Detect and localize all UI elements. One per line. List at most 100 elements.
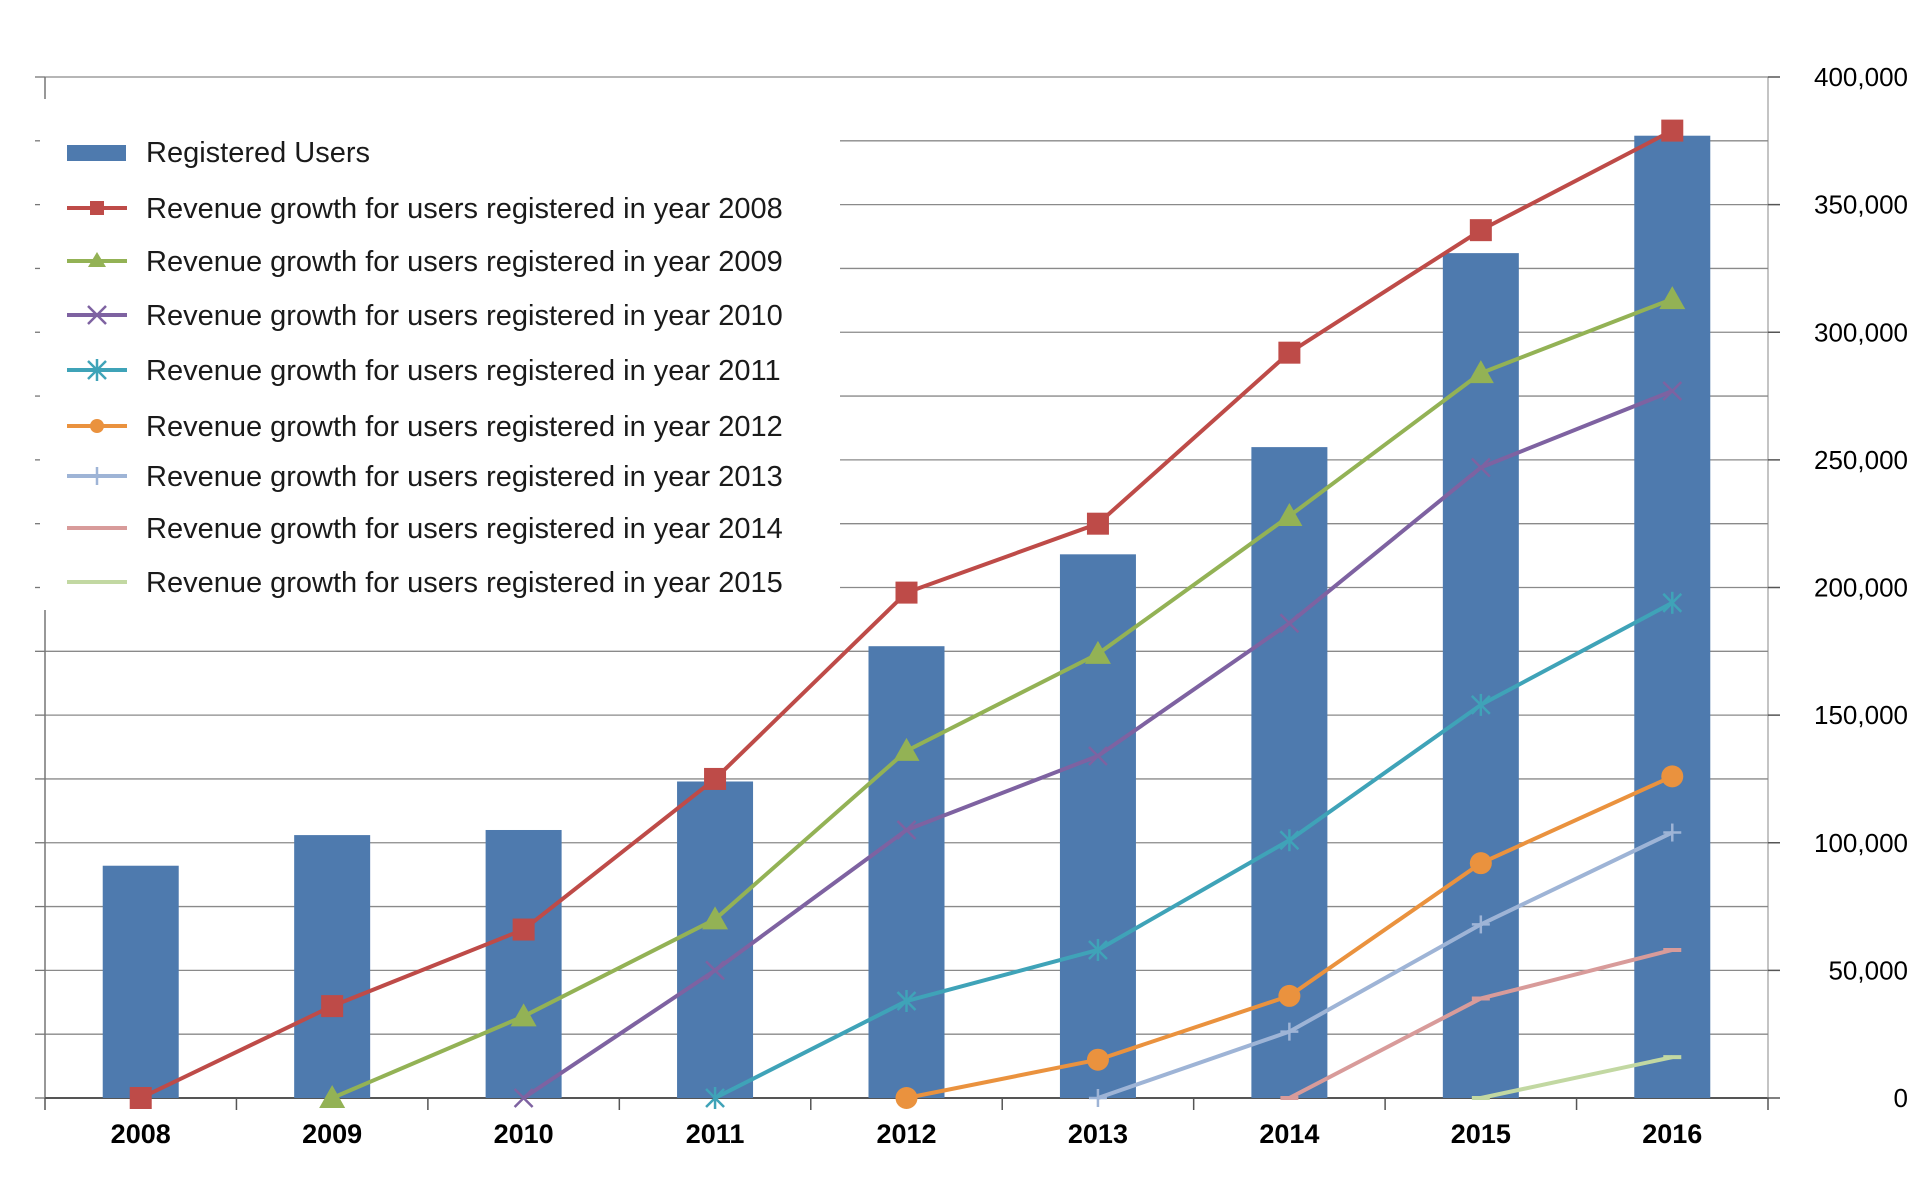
point-3-2011 xyxy=(705,1087,725,1109)
legend-label: Revenue growth for users registered in y… xyxy=(146,411,783,443)
legend-swatch-marker xyxy=(87,359,107,381)
point-3-2016 xyxy=(1662,591,1683,614)
bar-registered-users-2010 xyxy=(485,829,562,1098)
point-5-2015 xyxy=(1471,915,1490,934)
point-0-2016 xyxy=(1661,119,1684,142)
series-line-3 xyxy=(714,601,1674,1100)
point-2-2015 xyxy=(1470,457,1491,478)
point-1-2012 xyxy=(893,737,920,761)
bar-registered-users-2012 xyxy=(868,646,945,1098)
point-1-2013 xyxy=(1084,640,1111,664)
x-tick-label: 2011 xyxy=(686,1119,745,1149)
y-tick-label: 100,000 xyxy=(1814,828,1908,858)
point-2-2012 xyxy=(896,820,917,840)
x-tick-label: 2014 xyxy=(1259,1119,1319,1149)
point-3-2015 xyxy=(1470,693,1491,716)
point-5-2014 xyxy=(1280,1022,1299,1041)
point-2-2010-b xyxy=(513,1088,534,1108)
point-2-2010 xyxy=(513,1088,534,1108)
point-5-2016 xyxy=(1663,823,1682,842)
series-5 xyxy=(1088,823,1682,1107)
point-1-2015 xyxy=(1467,360,1494,384)
legend-swatch-marker xyxy=(90,419,104,433)
x-tick-label: 2008 xyxy=(111,1119,171,1149)
series-7 xyxy=(1471,1055,1682,1100)
point-3-2013 xyxy=(1088,938,1108,961)
y-tick-label: 350,000 xyxy=(1814,190,1908,220)
legend-background xyxy=(40,99,840,610)
legend-item-2: Revenue growth for users registered in y… xyxy=(67,246,783,278)
point-2-2014 xyxy=(1279,613,1300,634)
legend-item-1: Revenue growth for users registered in y… xyxy=(67,193,783,225)
y-tick-label: 200,000 xyxy=(1814,573,1908,603)
point-2-2015-b xyxy=(1470,457,1491,478)
legend-label: Revenue growth for users registered in y… xyxy=(146,513,783,545)
point-2-2013 xyxy=(1088,746,1108,766)
point-0-2013 xyxy=(1086,512,1109,535)
bar-registered-users-2009 xyxy=(294,835,371,1098)
x-tick-label: 2015 xyxy=(1451,1119,1511,1149)
legend-label: Revenue growth for users registered in y… xyxy=(146,300,783,332)
x-tick-label: 2009 xyxy=(302,1119,362,1149)
series-2 xyxy=(513,381,1683,1108)
point-2-2012-b xyxy=(896,820,917,840)
bar-registered-users-2008 xyxy=(102,865,179,1098)
legend-swatch-marker xyxy=(90,201,104,215)
series-6 xyxy=(1280,947,1682,1100)
series-line-5 xyxy=(1097,830,1674,1100)
x-tick-label: 2016 xyxy=(1642,1119,1702,1149)
point-1-2009 xyxy=(319,1085,346,1108)
legend-item-4: Revenue growth for users registered in y… xyxy=(67,355,781,387)
point-4-2013 xyxy=(1086,1048,1109,1071)
point-0-2010 xyxy=(512,918,535,941)
y-tick-label: 250,000 xyxy=(1814,445,1908,475)
y-tick-label: 400,000 xyxy=(1814,62,1908,92)
series-line-7 xyxy=(1480,1055,1673,1100)
y-tick-label: 150,000 xyxy=(1814,700,1908,730)
legend-item-6: Revenue growth for users registered in y… xyxy=(67,461,783,493)
x-tick-label: 2012 xyxy=(876,1119,936,1149)
point-1-2016 xyxy=(1659,286,1686,310)
legend-label: Revenue growth for users registered in y… xyxy=(146,355,781,387)
legend-item-5: Revenue growth for users registered in y… xyxy=(67,411,783,443)
tick-labels: 0 50,000 100,000 150,000 200,000 250,000 300,0… xyxy=(111,62,1908,1149)
legend-swatch xyxy=(67,145,126,161)
y-tick-label: 0 xyxy=(1894,1083,1908,1113)
legend: Registered Users Revenue growth for users… xyxy=(40,99,840,610)
legend-label: Revenue growth for users registered in y… xyxy=(146,567,783,599)
point-0-2014 xyxy=(1278,341,1301,364)
series-lines xyxy=(129,119,1686,1109)
series-4 xyxy=(895,765,1684,1109)
series-3 xyxy=(705,591,1683,1109)
legend-label: Revenue growth for users registered in y… xyxy=(146,461,783,493)
point-0-2015 xyxy=(1469,219,1492,242)
legend-label: Revenue growth for users registered in y… xyxy=(146,246,783,278)
point-0-2009 xyxy=(321,995,344,1018)
legend-swatch-marker xyxy=(88,252,106,267)
point-3-2012 xyxy=(896,990,917,1013)
point-2-2013-b xyxy=(1088,746,1108,766)
point-0-2011 xyxy=(704,767,727,790)
legend-item-3: Revenue growth for users registered in y… xyxy=(67,300,783,332)
point-2-2016 xyxy=(1662,381,1683,401)
point-2-2011 xyxy=(705,960,725,981)
legend-swatch-marker-b xyxy=(87,305,107,325)
series-1 xyxy=(319,286,1686,1108)
legend-item-7: Revenue growth for users registered in y… xyxy=(67,513,783,545)
point-5-2013 xyxy=(1088,1089,1107,1107)
point-1-2010 xyxy=(510,1003,537,1027)
point-1-2014 xyxy=(1276,503,1303,527)
series-line-1 xyxy=(331,297,1673,1100)
point-1-2011 xyxy=(702,906,729,930)
point-4-2015 xyxy=(1469,852,1492,875)
point-2-2016-b xyxy=(1662,381,1683,401)
legend-swatch-marker xyxy=(88,467,106,485)
point-4-2016 xyxy=(1661,765,1684,788)
legend-item-8: Revenue growth for users registered in y… xyxy=(67,567,783,599)
bar-registered-users-2011 xyxy=(677,781,754,1098)
legend-item-0: Registered Users xyxy=(67,137,370,169)
y-tick-label: 50,000 xyxy=(1828,955,1908,985)
point-2-2014-b xyxy=(1279,613,1300,634)
